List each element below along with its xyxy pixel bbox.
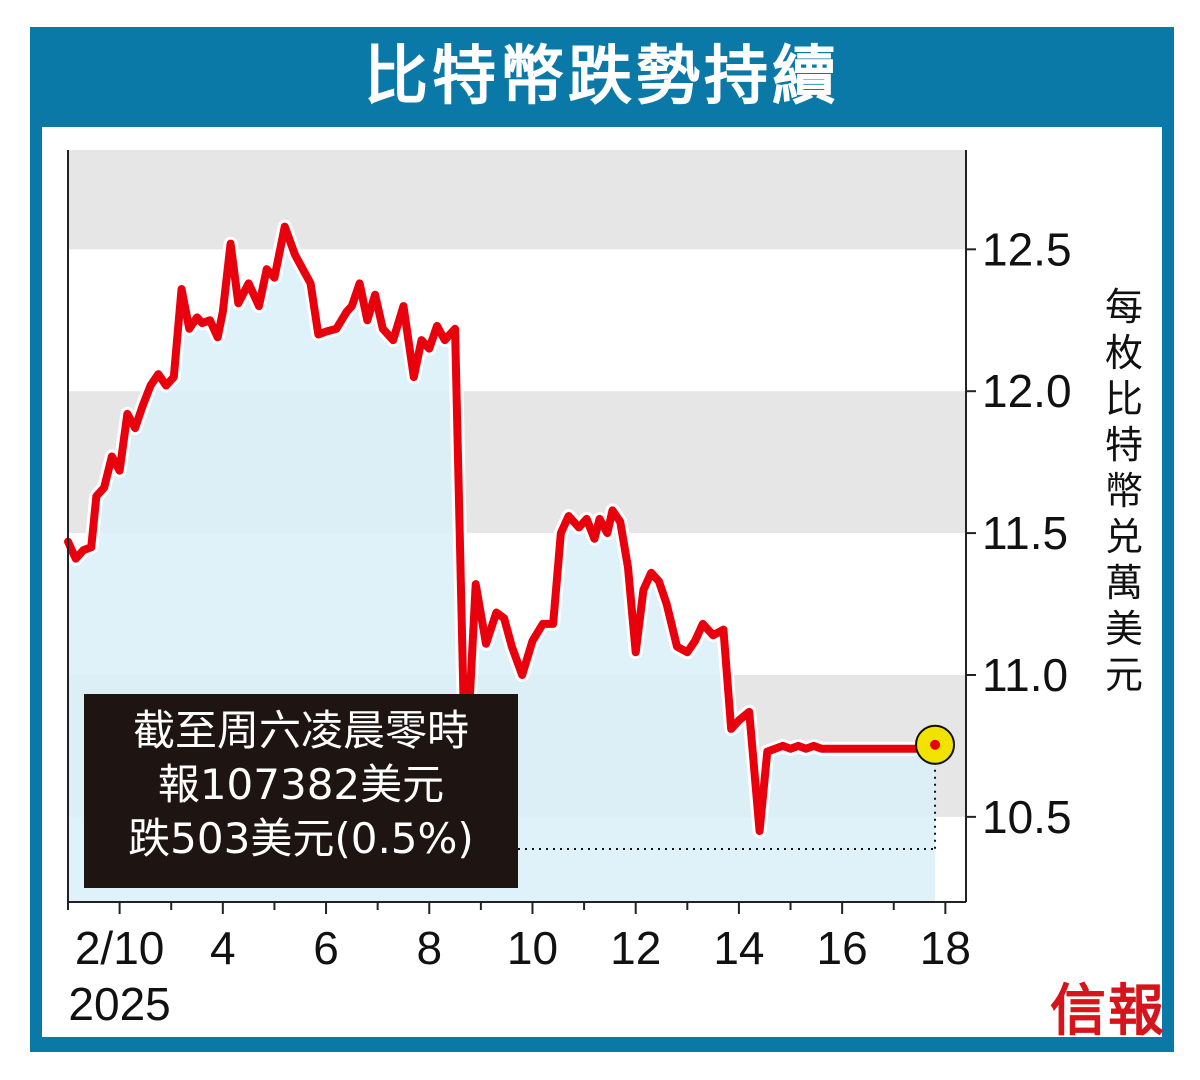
y-axis-label-char: 元 <box>1105 653 1143 697</box>
y-tick-label: 12.5 <box>982 223 1072 275</box>
marker-center <box>930 739 941 750</box>
price-line <box>61 219 943 839</box>
y-axis-label-char: 美 <box>1105 607 1143 651</box>
y-axis-label-char: 萬 <box>1105 561 1143 605</box>
price-note: 截至周六凌晨零時 報107382美元 跌503美元(0.5%) <box>84 694 518 888</box>
series-line <box>64 222 940 836</box>
grid-band <box>68 150 966 250</box>
x-tick-label: 16 <box>817 922 868 974</box>
y-axis-label-char: 特 <box>1105 423 1143 467</box>
x-tick-label: 4 <box>210 922 236 974</box>
y-axis-label-char: 比 <box>1105 377 1143 421</box>
x-ticks: 2/10 4 6 8 10 12 14 16 18 2025 <box>67 902 971 1030</box>
x-tick-label: 12 <box>610 922 661 974</box>
y-axis-label-char: 每 <box>1105 285 1143 329</box>
x-tick-label: 6 <box>313 922 339 974</box>
chart-title: 比特幣跌勢持續 <box>364 40 840 114</box>
y-axis-label-char: 枚 <box>1105 331 1143 375</box>
note-line-3: 跌503美元(0.5%) <box>128 814 474 863</box>
axes <box>67 150 967 903</box>
last-price-marker <box>518 724 956 851</box>
x-tick-label: 10 <box>507 922 558 974</box>
note-line-1: 截至周六凌晨零時 <box>132 706 469 755</box>
x-year-label: 2025 <box>68 978 170 1030</box>
x-tick-label: 18 <box>920 922 971 974</box>
y-axis-label-char: 兑 <box>1105 515 1143 559</box>
y-tick-label: 10.5 <box>982 791 1072 843</box>
x-tick-label: 14 <box>713 922 764 974</box>
note-line-2: 報107382美元 <box>157 760 445 809</box>
x-tick-label: 8 <box>416 922 442 974</box>
y-tick-label: 11.0 <box>982 649 1068 701</box>
y-tick-label: 11.5 <box>982 507 1068 559</box>
y-tick-label: 12.0 <box>982 365 1072 417</box>
y-ticks: 10.5 11.0 11.5 12.0 12.5 <box>966 223 1072 843</box>
y-axis-label-char: 幣 <box>1105 469 1143 513</box>
x-tick-label: 2/10 <box>75 922 165 974</box>
hkej-logo: 信報 <box>1050 978 1166 1044</box>
